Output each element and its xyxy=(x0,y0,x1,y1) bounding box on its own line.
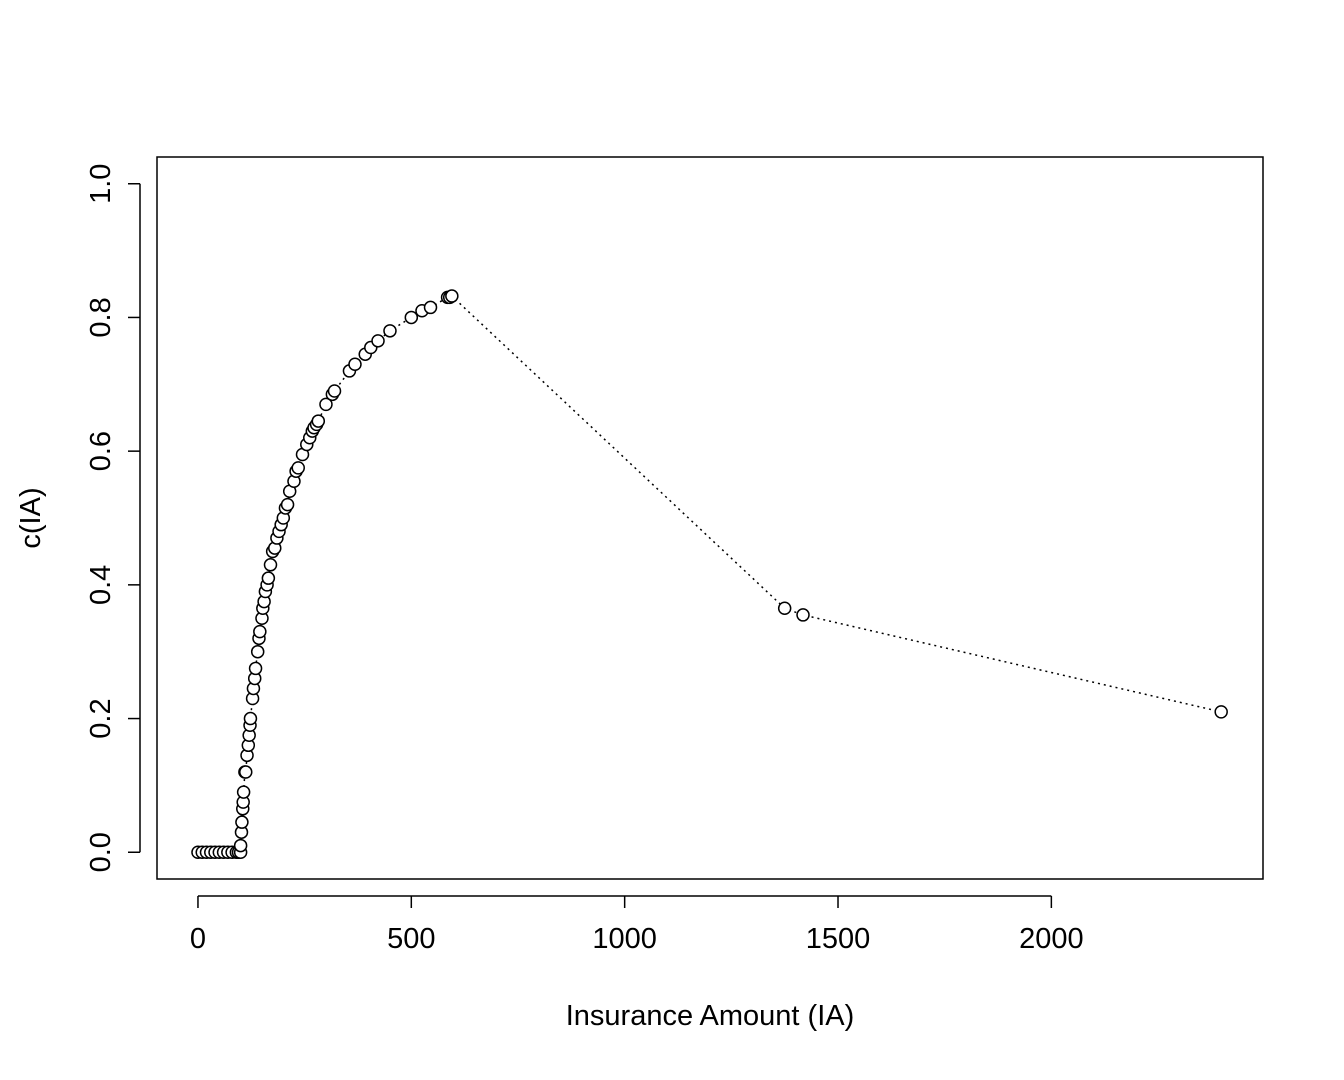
y-tick-label: 0.4 xyxy=(85,565,117,605)
point xyxy=(404,310,419,325)
point xyxy=(239,765,253,779)
y-tick-label: 0.8 xyxy=(85,297,117,337)
x-tick-label: 500 xyxy=(387,923,435,955)
y-tick-label: 0.6 xyxy=(85,431,117,471)
x-tick-label: 2000 xyxy=(1019,923,1084,955)
point xyxy=(233,838,248,853)
point xyxy=(311,414,326,428)
x-tick-label: 1500 xyxy=(806,923,871,955)
point xyxy=(243,711,258,726)
point xyxy=(263,558,278,572)
point xyxy=(253,624,267,639)
point xyxy=(1214,705,1228,719)
point xyxy=(445,289,459,303)
y-tick-label: 1.0 xyxy=(85,164,117,204)
point xyxy=(423,300,438,315)
point xyxy=(777,601,792,615)
point xyxy=(280,497,295,512)
x-axis-title: Insurance Amount (IA) xyxy=(566,1000,855,1032)
point xyxy=(348,357,362,371)
point xyxy=(250,644,265,659)
connector-line xyxy=(197,295,1222,854)
y-tick-label: 0.0 xyxy=(85,832,117,872)
point xyxy=(261,571,276,585)
point xyxy=(236,785,251,799)
plot-box xyxy=(156,156,1264,880)
y-axis-title: c(IA) xyxy=(15,487,47,548)
point xyxy=(796,608,810,622)
x-tick-label: 0 xyxy=(190,923,206,955)
y-tick-label: 0.2 xyxy=(85,698,117,738)
point xyxy=(319,397,333,412)
point xyxy=(383,324,397,338)
point xyxy=(248,661,263,676)
point xyxy=(235,815,249,829)
point xyxy=(291,461,305,475)
point xyxy=(371,334,385,348)
point xyxy=(327,384,342,398)
x-tick-label: 1000 xyxy=(592,923,657,955)
